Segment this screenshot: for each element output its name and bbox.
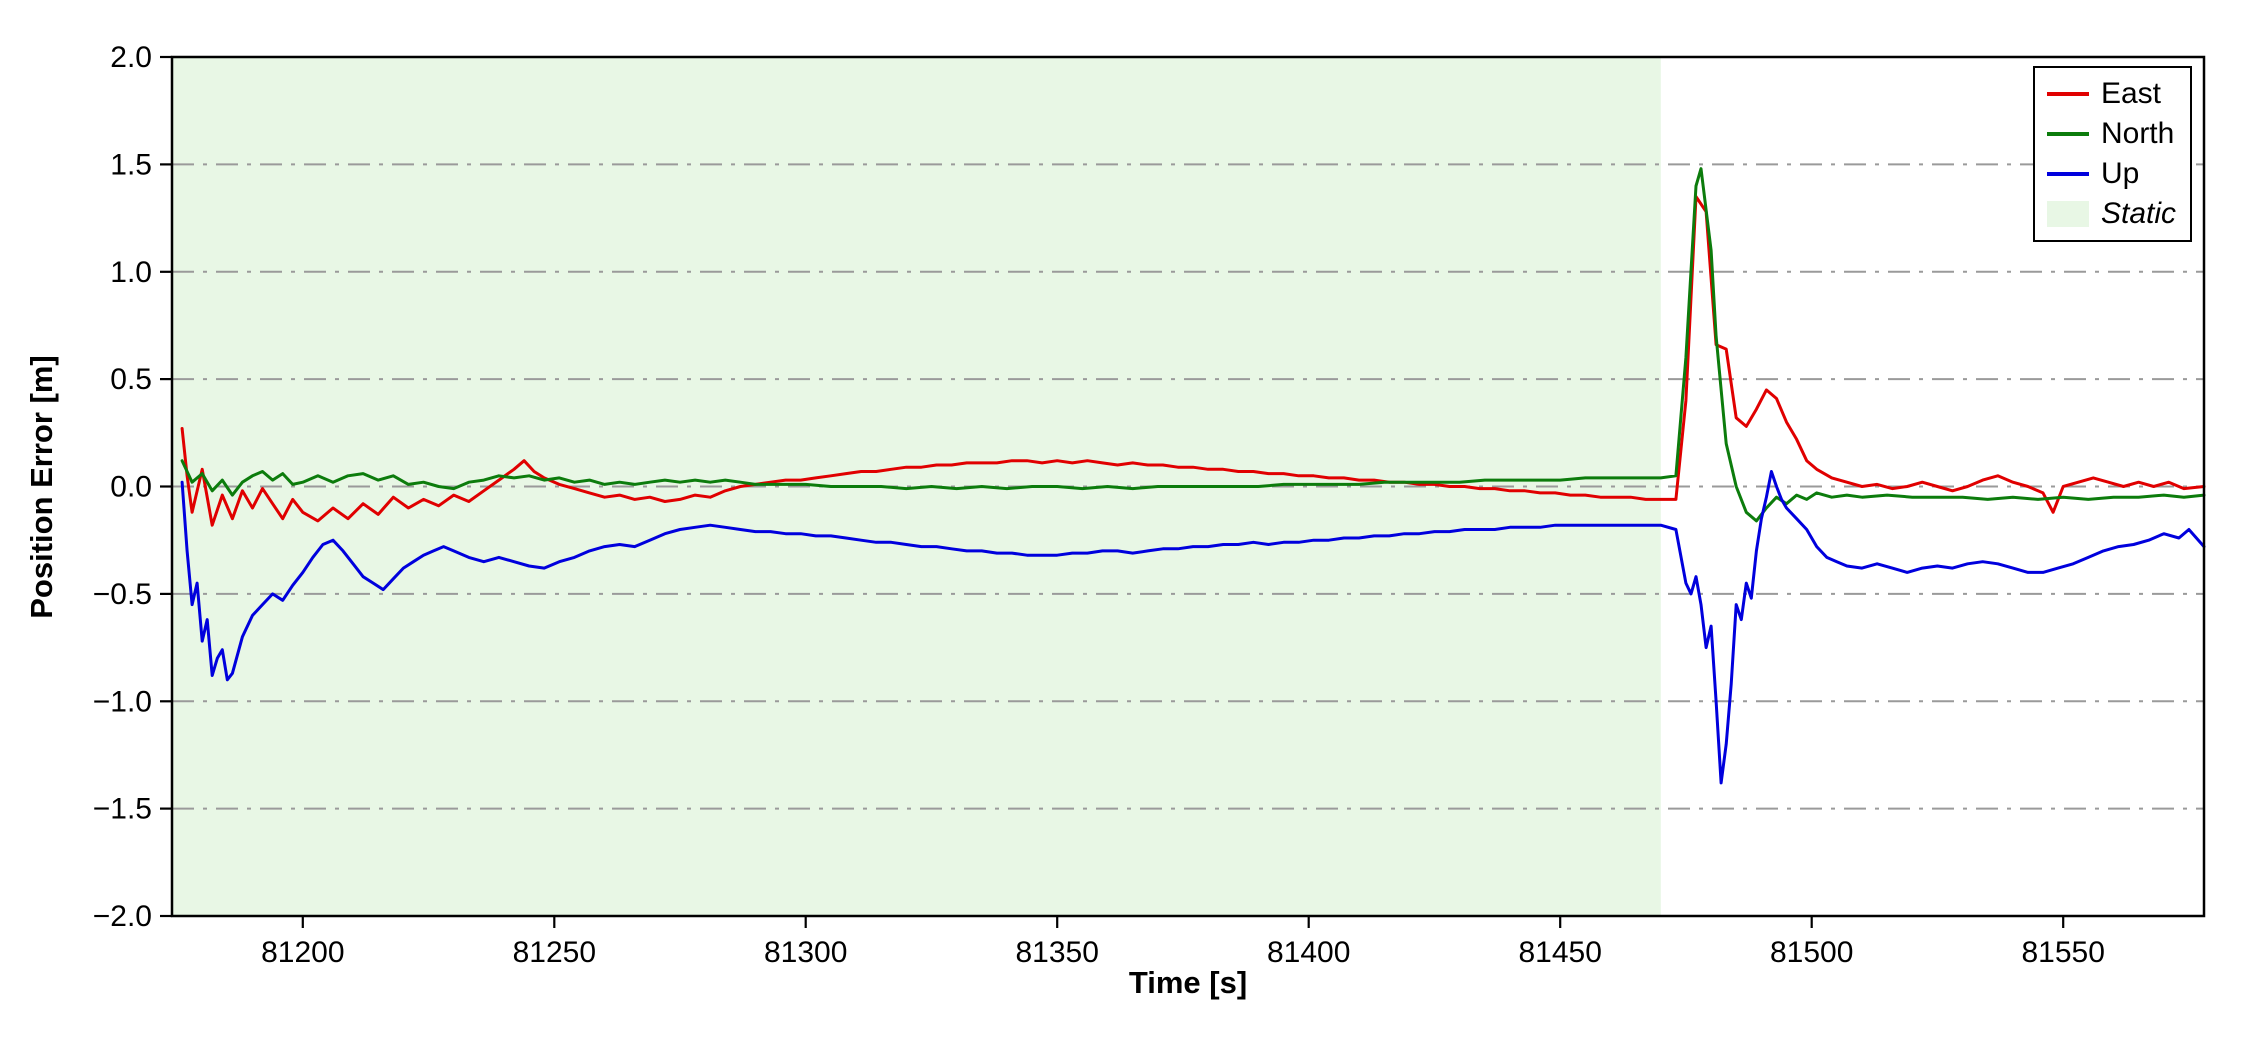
x-tick-label: 81500 (1770, 936, 1853, 969)
y-tick-label: 1.0 (110, 256, 152, 289)
y-axis-label: Position Error [m] (24, 355, 59, 619)
series-line-up (180, 470, 2206, 785)
x-tick-label: 81350 (1015, 936, 1098, 969)
y-tick-label: 1.5 (110, 148, 152, 181)
x-tick-label: 81200 (261, 936, 344, 969)
up-line-swatch (2046, 172, 2089, 176)
x-tick-label: 81250 (513, 936, 596, 969)
x-axis-label: Time [s] (1128, 965, 1248, 1000)
legend-item-east: East (2046, 76, 2176, 112)
series-line-east (180, 195, 2206, 527)
y-tick-label: −2.0 (93, 900, 152, 933)
y-tick-label: −1.0 (93, 685, 152, 718)
y-tick-label: 0.5 (110, 363, 152, 396)
legend-item-north: North (2046, 116, 2176, 152)
north-line-swatch (2046, 132, 2089, 136)
east-line-swatch (2046, 92, 2089, 96)
x-tick-label: 81550 (2021, 936, 2104, 969)
legend-label-up: Up (2100, 157, 2140, 190)
x-tick-labels: 81200 81250 81300 81350 81400 81450 81500 81550 (261, 936, 2105, 969)
legend-label-east: East (2100, 77, 2161, 110)
y-tick-label: 0.0 (110, 471, 152, 504)
series-line-north (180, 167, 2206, 523)
axis-ticks (160, 55, 2065, 928)
y-tick-label: 2.0 (110, 41, 152, 74)
y-tick-labels: −2.0 −1.5 −1.0 −0.5 0.0 0.5 1.0 1.5 2.0 (93, 41, 152, 933)
legend-label-static: Static (2100, 197, 2176, 230)
static-patch-swatch (2046, 201, 2089, 227)
x-tick-label: 81400 (1267, 936, 1350, 969)
x-tick-label: 81450 (1518, 936, 1601, 969)
legend-item-static: Static (2046, 196, 2176, 232)
legend-item-up: Up (2046, 156, 2176, 192)
y-tick-label: −1.5 (93, 793, 152, 826)
x-tick-label: 81300 (764, 936, 847, 969)
legend: East North Up Static (2032, 66, 2192, 242)
y-tick-label: −0.5 (93, 578, 152, 611)
legend-label-north: North (2100, 117, 2175, 150)
